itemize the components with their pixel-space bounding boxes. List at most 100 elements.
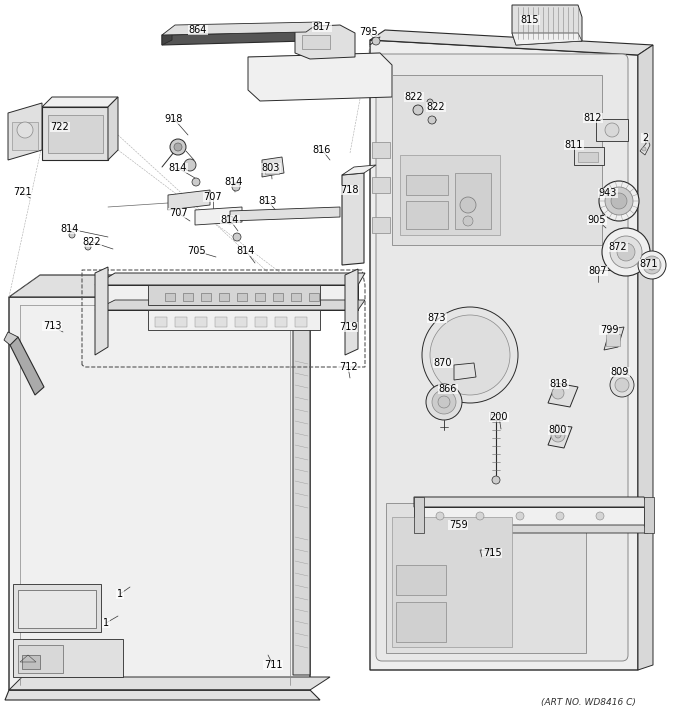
Circle shape (615, 378, 629, 392)
Bar (201, 293, 211, 301)
Polygon shape (370, 40, 638, 670)
Text: 811: 811 (565, 140, 583, 150)
Bar (406, 175, 448, 195)
Bar (13, 639, 123, 677)
Text: 809: 809 (611, 367, 629, 377)
Polygon shape (9, 297, 310, 690)
Polygon shape (95, 273, 365, 285)
Polygon shape (512, 5, 582, 45)
Text: 721: 721 (13, 187, 31, 197)
Circle shape (170, 139, 186, 155)
Circle shape (556, 512, 564, 520)
Polygon shape (262, 157, 284, 177)
Bar (275, 317, 287, 327)
Bar (255, 293, 265, 301)
Bar (490, 414, 502, 420)
Circle shape (599, 181, 639, 221)
Bar (175, 317, 187, 327)
Polygon shape (148, 310, 320, 330)
Bar (18, 645, 63, 673)
Circle shape (460, 197, 476, 213)
Polygon shape (512, 33, 582, 45)
Bar (219, 293, 229, 301)
Text: 813: 813 (259, 196, 277, 206)
Text: 822: 822 (83, 237, 101, 247)
Polygon shape (95, 300, 365, 310)
Bar (22, 655, 40, 669)
Bar (18, 590, 96, 628)
Text: 814: 814 (237, 246, 255, 256)
Polygon shape (342, 173, 364, 265)
Circle shape (422, 307, 518, 403)
Circle shape (638, 251, 666, 279)
Bar (396, 565, 446, 595)
Polygon shape (8, 103, 42, 160)
Polygon shape (162, 22, 320, 35)
Text: 818: 818 (550, 379, 568, 389)
Bar (165, 293, 175, 301)
Polygon shape (168, 190, 210, 210)
Text: 822: 822 (405, 92, 424, 102)
Polygon shape (414, 525, 648, 533)
Bar (414, 497, 424, 533)
Bar (606, 334, 620, 346)
Polygon shape (295, 275, 330, 310)
Bar (372, 177, 390, 193)
Circle shape (174, 143, 182, 151)
Text: 816: 816 (313, 145, 331, 155)
Bar (406, 201, 448, 229)
Text: 799: 799 (600, 325, 618, 335)
Circle shape (17, 122, 33, 138)
Polygon shape (195, 207, 242, 225)
Bar (574, 147, 604, 165)
Polygon shape (370, 30, 653, 55)
Circle shape (610, 373, 634, 397)
Bar (302, 35, 330, 49)
Polygon shape (640, 141, 650, 155)
Text: 718: 718 (340, 185, 358, 195)
Circle shape (611, 193, 627, 209)
Bar (12, 122, 38, 150)
Circle shape (416, 107, 422, 113)
Circle shape (605, 187, 633, 215)
Circle shape (430, 117, 436, 123)
Polygon shape (548, 425, 572, 448)
Polygon shape (4, 332, 18, 345)
Text: 864: 864 (189, 25, 207, 35)
Polygon shape (42, 97, 118, 107)
Polygon shape (548, 383, 578, 407)
Text: (ART NO. WD8416 C): (ART NO. WD8416 C) (541, 698, 635, 708)
Text: 815: 815 (521, 15, 539, 25)
Bar (183, 293, 193, 301)
Polygon shape (414, 497, 648, 507)
Text: 707: 707 (204, 192, 222, 202)
Bar (255, 317, 267, 327)
Polygon shape (248, 53, 392, 101)
Polygon shape (95, 267, 108, 355)
Bar (309, 293, 319, 301)
Bar (396, 602, 446, 642)
Text: 1: 1 (117, 589, 123, 599)
Text: 814: 814 (221, 215, 239, 225)
Polygon shape (480, 550, 492, 557)
Bar (386, 503, 586, 653)
Circle shape (552, 387, 564, 399)
Circle shape (463, 216, 473, 226)
Circle shape (427, 99, 433, 105)
Bar (372, 142, 390, 158)
Text: 711: 711 (264, 660, 282, 670)
Text: 712: 712 (339, 362, 357, 372)
Bar (195, 317, 207, 327)
Circle shape (430, 315, 510, 395)
Polygon shape (108, 97, 118, 160)
Circle shape (610, 236, 642, 268)
Polygon shape (638, 45, 653, 670)
Circle shape (596, 512, 604, 520)
Polygon shape (454, 363, 476, 380)
Text: 707: 707 (169, 208, 187, 218)
Bar (237, 293, 247, 301)
Polygon shape (345, 269, 358, 355)
Circle shape (69, 232, 75, 238)
Bar (273, 293, 283, 301)
Circle shape (426, 384, 462, 420)
